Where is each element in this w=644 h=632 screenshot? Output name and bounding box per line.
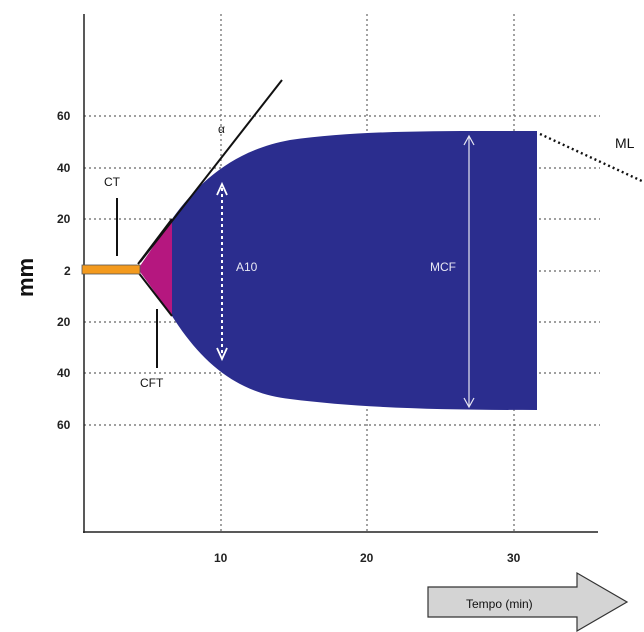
- cft-edge-bottom: [137, 271, 173, 317]
- ml-label: ML: [615, 135, 635, 151]
- x-tick: 10: [214, 551, 228, 565]
- time-arrow-label: Tempo (min): [466, 597, 533, 611]
- time-arrow: Tempo (min): [427, 571, 629, 632]
- y-tick: 2: [64, 264, 71, 278]
- x-tick-labels: 10 20 30: [214, 551, 521, 565]
- a10-arrow: [216, 181, 228, 362]
- x-tick: 30: [507, 551, 521, 565]
- y-tick-labels: 60 40 20 2 20 40 60: [57, 109, 71, 432]
- x-tick: 20: [360, 551, 374, 565]
- cft-region: [138, 219, 172, 316]
- ct-line: [81, 264, 141, 275]
- mcf-arrow: [463, 134, 475, 409]
- y-tick: 20: [57, 315, 71, 329]
- ct-label: CT: [104, 175, 121, 189]
- y-tick: 40: [57, 161, 71, 175]
- ml-dotted-line: [539, 132, 644, 184]
- clot-body: [172, 130, 537, 410]
- y-tick: 60: [57, 109, 71, 123]
- y-tick: 20: [57, 212, 71, 226]
- alpha-tangent-line: [139, 79, 283, 263]
- y-tick: 40: [57, 366, 71, 380]
- y-axis-unit: mm: [13, 258, 38, 297]
- mcf-label: MCF: [430, 260, 456, 274]
- alpha-label: α: [218, 122, 225, 136]
- a10-label: A10: [236, 260, 258, 274]
- y-tick: 60: [57, 418, 71, 432]
- cft-label: CFT: [140, 376, 164, 390]
